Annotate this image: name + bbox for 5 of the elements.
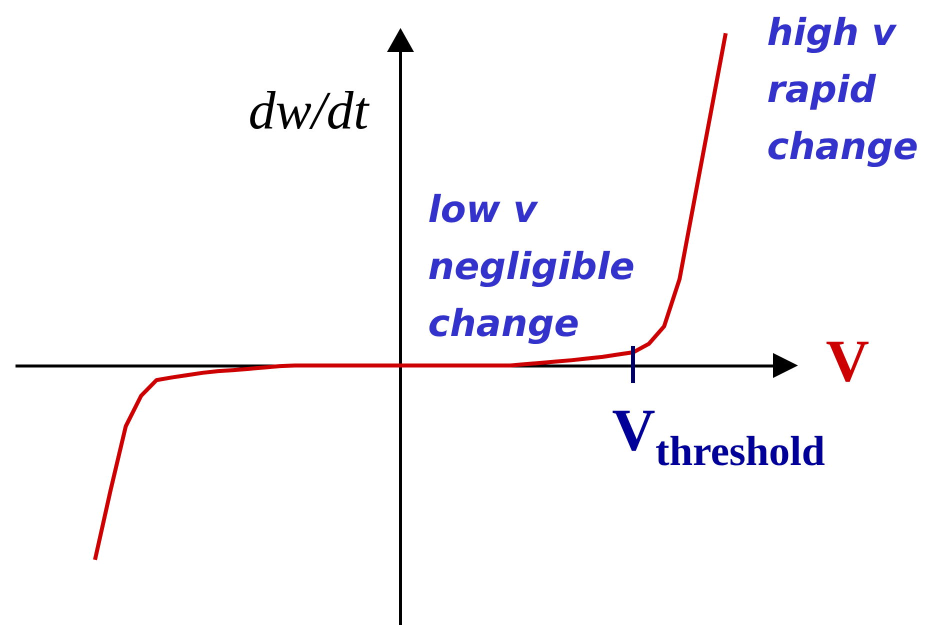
annotation: V$_{threshold}$ <box>612 397 825 475</box>
y-axis-title: dw/dt <box>248 80 371 140</box>
text: high v rapid change <box>767 11 918 168</box>
annotation: low v negligible change <box>428 188 635 345</box>
x-axis-title: V <box>826 328 870 394</box>
